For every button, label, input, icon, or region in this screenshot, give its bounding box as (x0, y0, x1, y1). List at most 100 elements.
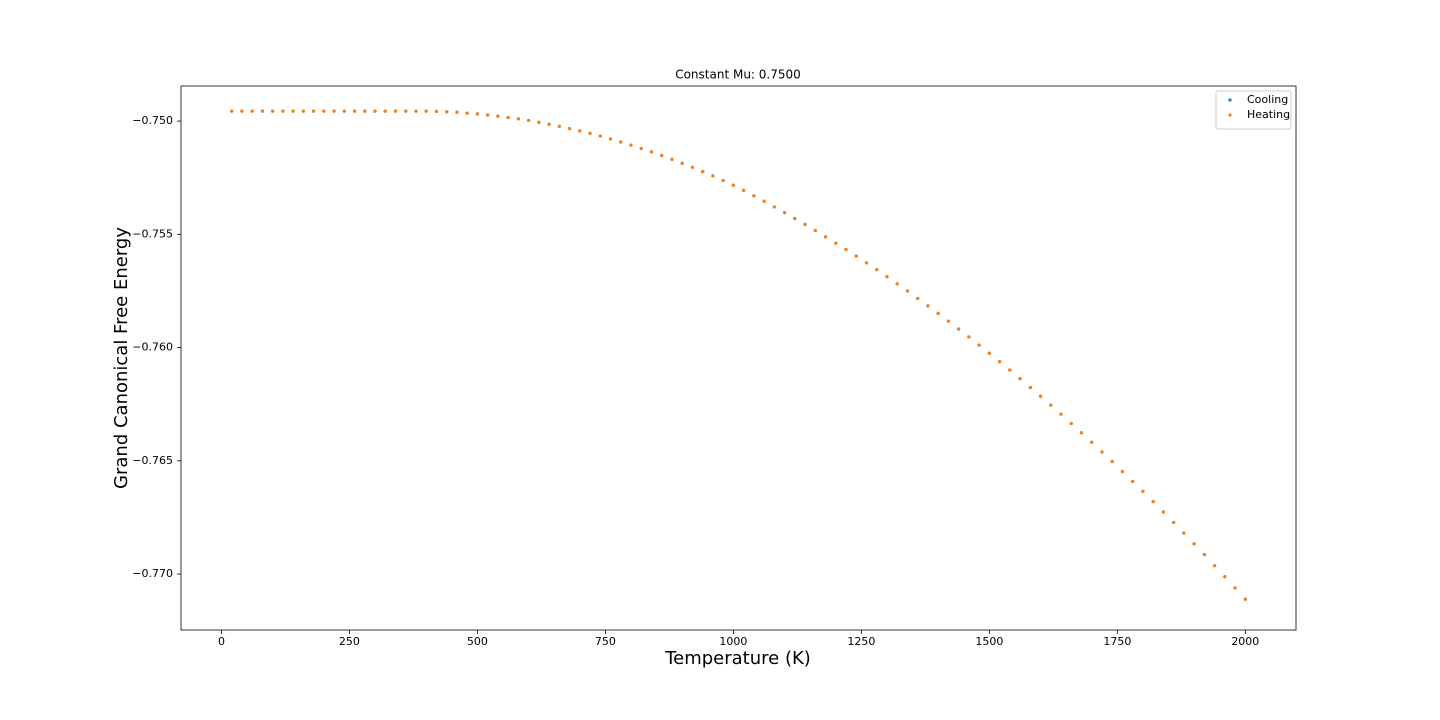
data-point (936, 311, 940, 315)
data-point (537, 120, 541, 124)
legend-box (1215, 90, 1292, 130)
data-point (240, 109, 244, 113)
data-point (578, 129, 582, 133)
data-point (1038, 394, 1043, 398)
x-tick-label: 500 (467, 635, 488, 648)
data-point (1049, 403, 1053, 407)
data-point (987, 351, 991, 355)
x-tick-label: 0 (218, 635, 225, 648)
data-point (496, 114, 500, 118)
data-point (414, 109, 418, 113)
data-point (588, 131, 592, 135)
legend-label: Cooling (1247, 93, 1288, 106)
y-tick-label: −0.770 (132, 567, 173, 580)
data-point (527, 118, 531, 123)
legend-marker (1228, 113, 1232, 117)
data-point (1213, 564, 1217, 568)
data-point (404, 109, 408, 113)
y-tick-label: −0.765 (132, 454, 173, 467)
data-point (271, 109, 275, 113)
data-point (1151, 499, 1155, 504)
data-point (1161, 510, 1166, 514)
data-point (1141, 489, 1145, 493)
data-point (711, 174, 715, 178)
data-point (342, 109, 346, 113)
data-point (1090, 440, 1094, 444)
y-tick-label: −0.750 (132, 114, 173, 127)
data-point (1120, 469, 1125, 474)
chart-title: Constant Mu: 0.7500 (675, 68, 801, 82)
data-point (1028, 385, 1032, 390)
data-point (895, 282, 899, 286)
y-axis-label: Grand Canonical Free Energy (111, 227, 132, 489)
data-point (363, 109, 367, 113)
data-point (1018, 377, 1022, 381)
data-point (1243, 597, 1247, 601)
data-point (393, 109, 398, 113)
data-point (1110, 459, 1114, 464)
data-point (690, 165, 695, 169)
data-point (967, 335, 971, 339)
data-point (1059, 412, 1063, 416)
data-point (834, 241, 838, 245)
data-point (598, 134, 602, 138)
data-point (434, 109, 439, 113)
data-point (782, 211, 787, 215)
data-point (608, 137, 613, 141)
data-point (1202, 552, 1206, 557)
data-point (772, 205, 776, 209)
data-point (875, 268, 879, 272)
data-point (1182, 531, 1186, 535)
data-point (823, 235, 828, 239)
data-point (547, 122, 551, 126)
data-point (1131, 479, 1135, 484)
data-point (680, 161, 684, 165)
data-point (670, 157, 674, 161)
data-point (742, 188, 746, 193)
data-point (649, 150, 654, 154)
data-point (557, 124, 561, 128)
data-point (250, 109, 254, 113)
data-point (1079, 431, 1084, 435)
data-point (1192, 542, 1196, 546)
data-point (455, 110, 459, 114)
legend-marker (1228, 98, 1232, 102)
data-point (311, 109, 316, 113)
data-point (619, 140, 623, 144)
data-point (516, 117, 520, 121)
x-axis-label: Temperature (K) (664, 648, 811, 669)
data-point (957, 327, 961, 331)
x-tick-label: 2000 (1231, 635, 1259, 648)
data-point (762, 199, 766, 203)
x-tick-label: 750 (595, 635, 616, 648)
data-point (465, 111, 469, 115)
data-point (701, 170, 705, 174)
data-point (373, 109, 377, 113)
data-point (844, 247, 848, 252)
data-point (332, 109, 336, 113)
x-tick-label: 1750 (1103, 635, 1131, 648)
data-point (629, 143, 633, 147)
data-point (813, 228, 817, 233)
data-point (1008, 368, 1012, 372)
data-point (885, 275, 889, 279)
data-point (567, 126, 572, 131)
x-tick-label: 1250 (847, 635, 875, 648)
data-point (1069, 421, 1073, 426)
data-point (291, 109, 295, 113)
data-point (1172, 520, 1176, 525)
data-point (424, 109, 428, 113)
data-point (475, 112, 480, 116)
plot-frame (180, 85, 1297, 631)
data-point (230, 109, 234, 113)
data-point (1100, 450, 1104, 454)
data-point (352, 109, 357, 113)
data-point (916, 296, 920, 301)
x-tick-label: 1500 (975, 635, 1003, 648)
data-point (721, 178, 725, 183)
data-point (926, 304, 930, 308)
data-point (1233, 586, 1237, 590)
x-tick-label: 1000 (719, 635, 747, 648)
data-point (322, 109, 326, 113)
